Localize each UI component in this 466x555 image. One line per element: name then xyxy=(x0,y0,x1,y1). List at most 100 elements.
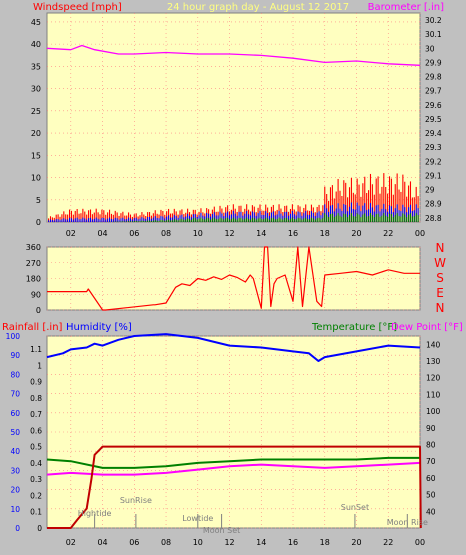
x-tick-label-bottom: 04 xyxy=(97,538,107,547)
x-tick-label-top: 12 xyxy=(224,229,234,238)
compass-label: S xyxy=(436,271,444,285)
barometer-title: Barometer [.in] xyxy=(368,2,444,13)
x-tick-label-bottom: 20 xyxy=(351,538,361,547)
rainfall-tick-label: 1.1 xyxy=(30,345,42,354)
wind-y-tick-label: 30 xyxy=(31,85,41,94)
wind-y-tick-label: 5 xyxy=(36,196,41,205)
compass-label: N xyxy=(436,241,445,255)
chart-panels xyxy=(46,12,421,529)
x-tick-label-top: 00 xyxy=(415,229,425,238)
wind-panel xyxy=(46,12,421,223)
x-tick-label-top: 08 xyxy=(161,229,171,238)
event-label: Lowtide xyxy=(182,514,213,523)
x-tick-label-bottom: 22 xyxy=(383,538,393,547)
event-label: SunSet xyxy=(341,503,369,512)
humidity-tick-label: 0 xyxy=(15,524,20,533)
wind-y-tick-label: 40 xyxy=(31,40,41,49)
x-tick-label-top: 02 xyxy=(66,229,76,238)
x-tick-label-top: 22 xyxy=(383,229,393,238)
rainfall-tick-label: 0.7 xyxy=(30,410,42,419)
barometer-tick-label: 29.6 xyxy=(425,101,442,110)
temperature-tick-label: 110 xyxy=(426,390,441,399)
rainfall-tick-label: 0.4 xyxy=(30,459,42,468)
dewpoint-title: Dew Point [°F] xyxy=(391,322,463,333)
x-tick-label-bottom: 00 xyxy=(415,538,425,547)
x-tick-label-top: 14 xyxy=(256,229,266,238)
x-tick-label-top: 06 xyxy=(129,229,139,238)
x-tick-label-bottom: 12 xyxy=(224,538,234,547)
barometer-tick-label: 29.4 xyxy=(425,129,442,138)
event-label: Hightide xyxy=(78,509,112,518)
wind-y-tick-label: 35 xyxy=(31,62,41,71)
temperature-tick-label: 80 xyxy=(426,441,436,450)
rainfall-tick-label: 1 xyxy=(37,361,42,370)
event-label: SunRise xyxy=(120,496,152,505)
barometer-tick-label: 29.1 xyxy=(425,171,442,180)
humidity-tick-label: 70 xyxy=(10,390,20,399)
x-tick-label-top: 04 xyxy=(97,229,107,238)
humidity-tick-label: 100 xyxy=(6,332,21,341)
direction-panel xyxy=(46,246,421,311)
graph-date-title: 24 hour graph day - August 12 2017 xyxy=(167,2,349,13)
temperature-tick-label: 140 xyxy=(426,340,441,349)
barometer-tick-label: 30 xyxy=(425,44,435,53)
barometer-tick-label: 30.1 xyxy=(425,30,442,39)
barometer-tick-label: 29.2 xyxy=(425,157,442,166)
barometer-tick-label: 29.9 xyxy=(425,58,442,67)
barometer-tick-label: 28.9 xyxy=(425,200,442,209)
dewpoint-line xyxy=(46,461,421,476)
rainfall-tick-label: 0.5 xyxy=(30,443,42,452)
barometer-tick-label: 29.5 xyxy=(425,115,442,124)
chart-labels: 0202040406060808101012121414161618182020… xyxy=(6,16,446,547)
temperature-tick-label: 90 xyxy=(426,424,436,433)
x-tick-label-bottom: 08 xyxy=(161,538,171,547)
event-label: Moon Set xyxy=(203,526,240,535)
humidity-tick-label: 60 xyxy=(10,409,20,418)
barometer-tick-label: 29.7 xyxy=(425,87,442,96)
x-tick-label-bottom: 16 xyxy=(288,538,298,547)
rainfall-tick-label: 0.9 xyxy=(30,378,42,387)
rainfall-title: Rainfall [.in] xyxy=(2,322,63,333)
temperature-tick-label: 60 xyxy=(426,474,436,483)
barometer-tick-label: 29.3 xyxy=(425,143,442,152)
wind-y-tick-label: 25 xyxy=(31,107,41,116)
humidity-tick-label: 50 xyxy=(10,428,20,437)
humidity-line xyxy=(46,333,421,362)
x-tick-label-bottom: 10 xyxy=(193,538,203,547)
wind-y-tick-label: 0 xyxy=(36,218,41,227)
x-tick-label-bottom: 06 xyxy=(129,538,139,547)
direction-tick-label: 0 xyxy=(36,306,41,315)
x-tick-label-bottom: 14 xyxy=(256,538,266,547)
humidity-tick-label: 80 xyxy=(10,370,20,379)
rainfall-tick-label: 0.6 xyxy=(30,426,42,435)
wind-y-tick-label: 15 xyxy=(31,151,41,160)
x-tick-label-bottom: 18 xyxy=(320,538,330,547)
barometer-tick-label: 30.2 xyxy=(425,16,442,25)
rainfall-tick-label: 0.2 xyxy=(30,491,42,500)
humidity-title: Humidity [%] xyxy=(66,322,132,333)
compass-label: W xyxy=(434,256,446,270)
temperature-line xyxy=(46,456,420,469)
rainfall-line xyxy=(47,445,422,529)
barometer-line xyxy=(46,44,421,66)
temperature-tick-label: 50 xyxy=(426,491,436,500)
rainfall-tick-label: 0.3 xyxy=(30,475,42,484)
humidity-tick-label: 90 xyxy=(10,351,20,360)
humidity-tick-label: 10 xyxy=(10,505,20,514)
wind-y-tick-label: 10 xyxy=(31,174,41,183)
rainfall-tick-label: 0.1 xyxy=(30,508,42,517)
windspeed-title: Windspeed [mph] xyxy=(33,2,122,13)
barometer-tick-label: 28.8 xyxy=(425,214,442,223)
x-tick-label-bottom: 02 xyxy=(66,538,76,547)
wind-direction-line xyxy=(47,246,420,311)
barometer-tick-label: 29.8 xyxy=(425,73,442,82)
humidity-tick-label: 20 xyxy=(10,486,20,495)
wind-y-tick-label: 45 xyxy=(31,18,41,27)
x-tick-label-top: 20 xyxy=(351,229,361,238)
temperature-tick-label: 120 xyxy=(426,374,441,383)
rainfall-tick-label: 0.8 xyxy=(30,394,42,403)
temperature-title: Temperature [°F] xyxy=(311,322,397,333)
direction-tick-label: 90 xyxy=(31,290,41,299)
temperature-tick-label: 100 xyxy=(426,407,441,416)
